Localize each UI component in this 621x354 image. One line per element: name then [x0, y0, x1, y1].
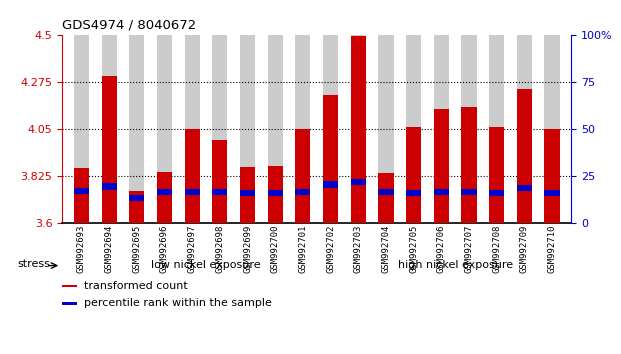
Bar [295, 189, 310, 195]
Bar [323, 35, 338, 223]
Bar [240, 35, 255, 223]
Bar [489, 190, 504, 196]
Bar [489, 35, 504, 223]
Bar [268, 166, 283, 223]
Bar [517, 35, 532, 223]
Bar [378, 35, 394, 223]
Bar [406, 35, 421, 223]
Bar [461, 35, 476, 223]
Bar [545, 129, 560, 223]
Bar [74, 188, 89, 194]
Bar [157, 35, 172, 223]
Bar [323, 95, 338, 223]
Bar [378, 189, 394, 195]
Bar [212, 139, 227, 223]
Bar [240, 167, 255, 223]
Bar [351, 36, 366, 223]
Bar [351, 35, 366, 223]
Text: GDS4974 / 8040672: GDS4974 / 8040672 [62, 18, 196, 32]
Bar [406, 190, 421, 196]
Bar [489, 127, 504, 223]
Bar [129, 191, 145, 223]
Text: low nickel exposure: low nickel exposure [151, 259, 261, 270]
Bar [461, 107, 476, 223]
Bar [74, 35, 89, 223]
Bar [184, 189, 200, 195]
Bar [433, 109, 449, 223]
Bar [268, 35, 283, 223]
Text: percentile rank within the sample: percentile rank within the sample [84, 298, 272, 308]
Bar [378, 173, 394, 223]
Bar [102, 35, 117, 223]
Bar [240, 190, 255, 196]
Text: transformed count: transformed count [84, 281, 188, 291]
Bar [212, 35, 227, 223]
Bar [157, 189, 172, 195]
Bar [461, 189, 476, 195]
Bar [433, 35, 449, 223]
Text: high nickel exposure: high nickel exposure [397, 259, 513, 270]
Bar [102, 76, 117, 223]
Bar [184, 129, 200, 223]
Bar [184, 35, 200, 223]
Bar [295, 129, 310, 223]
FancyBboxPatch shape [62, 285, 77, 287]
Bar [268, 190, 283, 196]
Bar [129, 35, 145, 223]
FancyBboxPatch shape [62, 302, 77, 305]
Bar [545, 190, 560, 196]
Bar [102, 183, 117, 190]
Bar [157, 172, 172, 223]
Bar [323, 181, 338, 188]
Bar [74, 168, 89, 223]
Bar [545, 35, 560, 223]
Bar [517, 185, 532, 191]
Bar [129, 195, 145, 201]
Bar [406, 127, 421, 223]
Text: stress: stress [17, 259, 50, 269]
Bar [295, 35, 310, 223]
Bar [212, 189, 227, 195]
Bar [351, 179, 366, 185]
Bar [433, 189, 449, 195]
Bar [517, 88, 532, 223]
